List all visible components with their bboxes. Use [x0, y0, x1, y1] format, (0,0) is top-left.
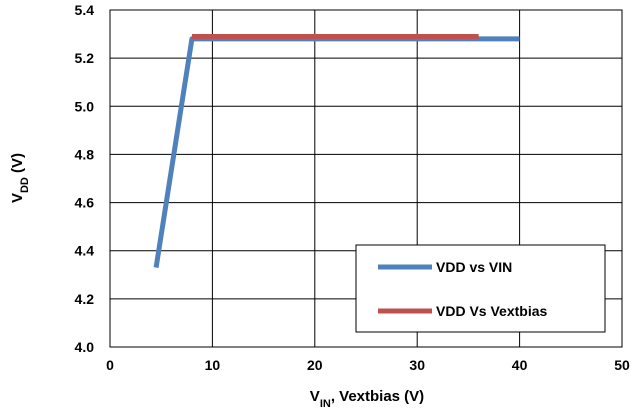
legend: VDD vs VIN VDD Vs Vextbias: [355, 244, 606, 333]
y-tick-label: 4.0: [75, 339, 95, 355]
x-tick-label: 40: [512, 357, 528, 373]
x-axis-title-main: V: [310, 388, 320, 405]
x-axis-title: VIN, Vextbias (V): [310, 388, 424, 410]
x-tick-label: 10: [205, 357, 221, 373]
series-line-vdd-vs-vin: [153, 36, 520, 268]
x-tick-label: 50: [614, 357, 630, 373]
x-tick-label: 30: [409, 357, 425, 373]
plot-area: [109, 9, 623, 348]
x-axis-title-sub: IN: [320, 398, 331, 410]
legend-box: [355, 244, 606, 333]
y-tick-label: 5.0: [75, 98, 95, 114]
y-axis-title-rest: (V): [9, 153, 26, 177]
y-axis-title-main: V: [9, 193, 26, 203]
legend-label-vdd-vs-vextbias: VDD Vs Vextbias: [436, 303, 547, 319]
y-tick-label: 5.4: [75, 2, 95, 18]
y-tick-label: 4.8: [75, 146, 95, 162]
series-group: [153, 33, 520, 268]
y-axis-title-sub: DD: [19, 177, 31, 193]
y-tick-labels: 4.0 4.2 4.4 4.6 4.8 5.0 5.2 5.4: [75, 2, 95, 355]
x-tick-label: 20: [307, 357, 323, 373]
legend-label-vdd-vs-vin: VDD vs VIN: [436, 259, 512, 275]
y-tick-label: 5.2: [75, 50, 95, 66]
y-tick-label: 4.6: [75, 195, 95, 211]
y-tick-label: 4.2: [75, 291, 95, 307]
x-tick-label: 0: [106, 357, 114, 373]
y-tick-label: 4.4: [75, 243, 95, 259]
x-tick-labels: 0 10 20 30 40 50: [106, 357, 630, 373]
x-axis-title-rest: , Vextbias (V): [331, 388, 424, 405]
y-axis-title: VDD (V): [9, 153, 31, 203]
